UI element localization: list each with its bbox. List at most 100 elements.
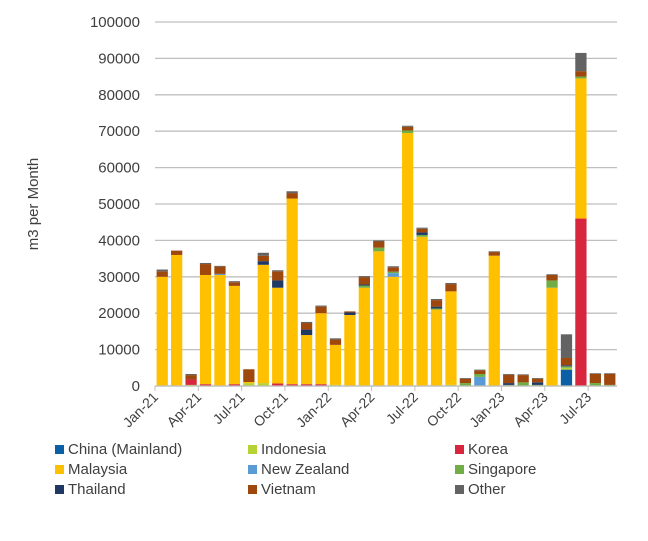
- y-tick-label: 0: [132, 378, 140, 395]
- legend-swatch: [455, 485, 464, 494]
- bar-segment-other: [358, 276, 370, 278]
- x-tick-label: Apr-22: [337, 389, 378, 430]
- bar-segment-malaysia: [315, 313, 327, 385]
- bar-segment-vietnam: [589, 373, 601, 384]
- bar-segment-other: [329, 338, 342, 340]
- legend-swatch: [248, 445, 257, 454]
- bar-segment-korea: [300, 384, 313, 386]
- legend-item: Other: [455, 480, 645, 499]
- bar-segment-vietnam: [575, 71, 587, 77]
- bar-segment-vietnam: [474, 370, 486, 374]
- bar-stack-Jul-22: [416, 227, 428, 386]
- bar-stack-Mar-21: [185, 373, 197, 386]
- bar-stack-May-21: [214, 265, 226, 386]
- legend-label: Thailand: [68, 481, 126, 498]
- bar-segment-other: [445, 282, 457, 285]
- x-tick-label: Oct-22: [423, 389, 464, 430]
- bar-segment-korea: [286, 384, 298, 386]
- bar-segment-vietnam: [416, 228, 428, 233]
- legend-swatch: [55, 445, 64, 454]
- bar-segment-other: [257, 252, 269, 256]
- bar-segment-other: [199, 262, 212, 265]
- y-axis-ticks: 0 10000 20000 30000 40000 50000 60000 70000 8000…: [90, 14, 140, 395]
- bar-segment-singapore: [589, 383, 601, 386]
- bar-segment-vietnam: [171, 250, 183, 255]
- bar-stack-Jan-22: [329, 338, 342, 386]
- bar-stack-Sep-21: [272, 270, 284, 386]
- bar-segment-singapore: [575, 76, 587, 79]
- legend-label: Malaysia: [68, 461, 128, 478]
- bar-stack-Jun-23: [575, 52, 587, 386]
- legend-item: Singapore: [455, 460, 645, 479]
- bar-segment-malaysia: [430, 309, 443, 386]
- y-tick-label: 30000: [98, 269, 140, 286]
- x-tick-label: Oct-21: [250, 389, 291, 430]
- bar-segment-other: [488, 251, 500, 253]
- bar-segment-korea: [228, 384, 241, 386]
- y-tick-label: 20000: [98, 305, 140, 322]
- legend-item: Malaysia: [55, 460, 248, 479]
- bars: [156, 52, 616, 386]
- bar-segment-vietnam: [257, 255, 269, 262]
- bar-segment-other: [156, 269, 168, 272]
- bar-segment-vietnam: [329, 339, 342, 345]
- bar-segment-vietnam: [286, 193, 298, 199]
- legend-swatch: [455, 465, 464, 474]
- bar-segment-vietnam: [430, 300, 443, 307]
- bar-stack-Aug-21: [257, 252, 269, 386]
- bar-segment-singapore: [459, 383, 472, 386]
- bar-segment-other: [503, 373, 515, 375]
- bar-segment-other: [517, 374, 529, 376]
- x-tick-label: Jan-23: [466, 389, 508, 431]
- x-axis: Jan-21 Apr-21 Jul-21 Oct-21 Jan-22 Apr-22 Jul-…: [120, 385, 617, 431]
- x-tick-label: Jul-22: [383, 389, 421, 427]
- bar-segment-korea: [272, 383, 284, 386]
- bar-segment-vietnam: [387, 267, 399, 272]
- x-tick-label: Jul-21: [209, 389, 247, 427]
- bar-segment-korea: [185, 379, 197, 385]
- bar-segment-malaysia: [445, 291, 457, 385]
- stacked-bar-chart: 0 10000 20000 30000 40000 50000 60000 70000 8000…: [25, 14, 617, 431]
- bar-stack-Oct-22: [459, 377, 472, 386]
- legend-item: Thailand: [55, 480, 248, 499]
- bar-segment-other: [589, 373, 601, 374]
- legend-item: Vietnam: [248, 480, 455, 499]
- bar-stack-Nov-22: [474, 369, 486, 386]
- bar-segment-other: [373, 240, 385, 242]
- legend-item: Korea: [455, 440, 645, 459]
- bar-segment-singapore: [546, 280, 558, 288]
- bar-segment-malaysia: [286, 198, 298, 385]
- bar-segment-thailand: [503, 383, 515, 385]
- bar-segment-singapore: [402, 130, 414, 134]
- bar-stack-Jun-21: [228, 281, 241, 386]
- y-tick-label: 100000: [90, 14, 140, 31]
- bar-segment-malaysia: [228, 285, 241, 385]
- bar-segment-thailand: [416, 232, 428, 235]
- bar-stack-Apr-21: [199, 262, 212, 386]
- bar-segment-korea: [199, 384, 212, 386]
- legend-swatch: [248, 465, 257, 474]
- y-tick-label: 90000: [98, 50, 140, 67]
- bar-segment-china-mainland-: [560, 369, 573, 386]
- bar-stack-Aug-22: [430, 299, 443, 386]
- legend-item: China (Mainland): [55, 440, 248, 459]
- bar-segment-other: [531, 377, 544, 379]
- bar-segment-vietnam: [445, 284, 457, 292]
- y-tick-label: 80000: [98, 87, 140, 104]
- y-tick-label: 60000: [98, 160, 140, 177]
- bar-segment-indonesia: [560, 367, 573, 370]
- bar-stack-Aug-23: [604, 373, 616, 386]
- bar-segment-vietnam: [459, 378, 472, 384]
- legend: China (Mainland) Indonesia Korea Malaysia Ne…: [55, 440, 645, 499]
- bar-segment-vietnam: [503, 374, 515, 384]
- bar-stack-Mar-23: [531, 377, 544, 386]
- bar-segment-thailand: [358, 284, 370, 286]
- bar-segment-malaysia: [199, 274, 212, 385]
- legend-label: Indonesia: [261, 441, 327, 458]
- legend-label: Korea: [468, 441, 509, 458]
- bar-segment-malaysia: [546, 287, 558, 386]
- bar-segment-thailand: [257, 261, 269, 265]
- bar-segment-vietnam: [272, 271, 284, 281]
- bar-segment-korea: [575, 218, 587, 386]
- bar-segment-vietnam: [243, 369, 255, 382]
